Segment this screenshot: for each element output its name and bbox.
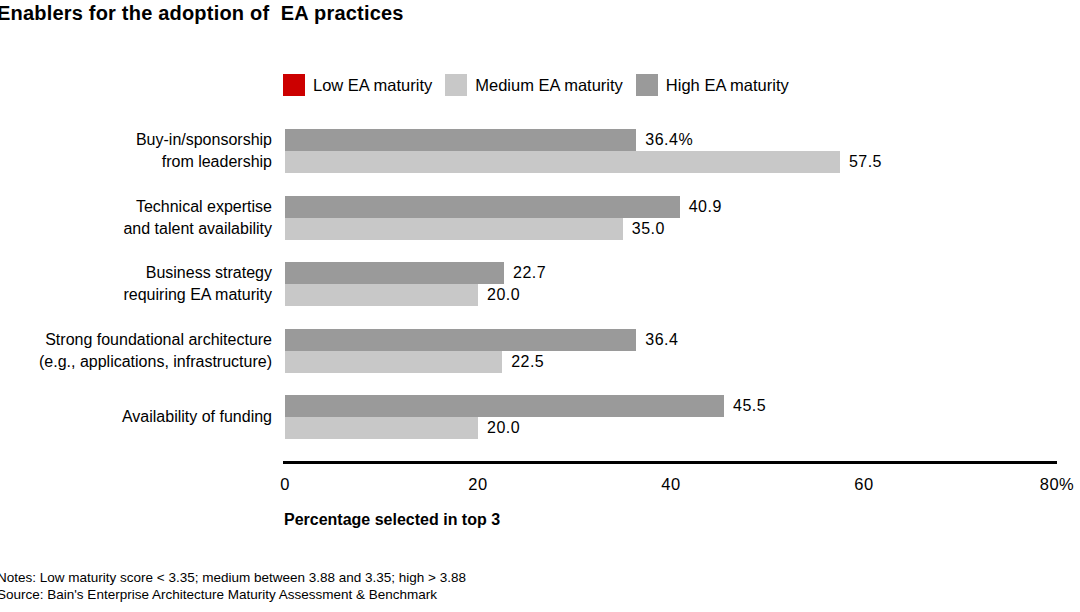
value-label: 20.0 [487,419,520,437]
bar-high-ea: 45.5 [285,395,724,417]
bar-medium-ea: 57.5 [285,151,840,173]
value-label: 22.5 [511,353,544,371]
category-label: Technical expertise and talent availabil… [0,196,272,240]
legend-item-medium: Medium EA maturity [445,74,623,96]
chart-canvas: Enablers for the adoption of EA practice… [0,0,1080,612]
x-axis-ticks: 0 20 40 60 80% [285,475,1057,495]
bar-medium-ea: 20.0 [285,284,478,306]
legend-item-high: High EA maturity [636,74,789,96]
legend-label-medium: Medium EA maturity [475,76,623,95]
x-tick: 0 [280,475,290,494]
legend-label-high: High EA maturity [666,76,789,95]
value-label: 36.4% [645,131,693,149]
legend-swatch-low [283,74,305,96]
chart-footer: Notes: Low maturity score < 3.35; medium… [0,570,466,603]
value-label: 35.0 [632,220,665,238]
legend-swatch-medium [445,74,467,96]
legend: Low EA maturity Medium EA maturity High … [283,74,789,96]
value-label: 45.5 [733,397,766,415]
x-tick: 20 [468,475,487,494]
x-tick: 80% [1040,475,1075,494]
value-label: 57.5 [849,153,882,171]
x-axis-label: Percentage selected in top 3 [284,511,500,529]
x-tick: 40 [661,475,680,494]
notes-line: Notes: Low maturity score < 3.35; medium… [0,570,466,587]
bar-high-ea: 22.7 [285,262,504,284]
bar-row: Technical expertise and talent availabil… [285,196,1057,240]
category-label: Business strategy requiring EA maturity [0,262,272,306]
value-label: 40.9 [689,198,722,216]
bar-row: Strong foundational architecture (e.g., … [285,329,1057,373]
category-label: Strong foundational architecture (e.g., … [0,329,272,373]
bar-medium-ea: 20.0 [285,417,478,439]
bar-row: Buy-in/sponsorship from leadership 36.4%… [285,129,1057,173]
plot-area: Buy-in/sponsorship from leadership 36.4%… [285,129,1057,439]
bar-row: Business strategy requiring EA maturity … [285,262,1057,306]
x-tick: 60 [854,475,873,494]
bar-medium-ea: 22.5 [285,351,502,373]
category-label: Buy-in/sponsorship from leadership [0,129,272,173]
chart-title: Enablers for the adoption of EA practice… [0,2,404,25]
value-label: 22.7 [513,264,546,282]
value-label: 36.4 [645,331,678,349]
legend-item-low: Low EA maturity [283,74,432,96]
bar-row: Availability of funding 45.5 20.0 [285,395,1057,439]
bar-high-ea: 36.4 [285,329,636,351]
legend-label-low: Low EA maturity [313,76,432,95]
category-label: Availability of funding [0,395,272,439]
bar-high-ea: 36.4% [285,129,636,151]
source-line: Source: Bain's Enterprise Architecture M… [0,587,466,604]
legend-swatch-high [636,74,658,96]
x-axis-line [283,461,1057,464]
value-label: 20.0 [487,286,520,304]
bar-medium-ea: 35.0 [285,218,623,240]
bar-high-ea: 40.9 [285,196,680,218]
